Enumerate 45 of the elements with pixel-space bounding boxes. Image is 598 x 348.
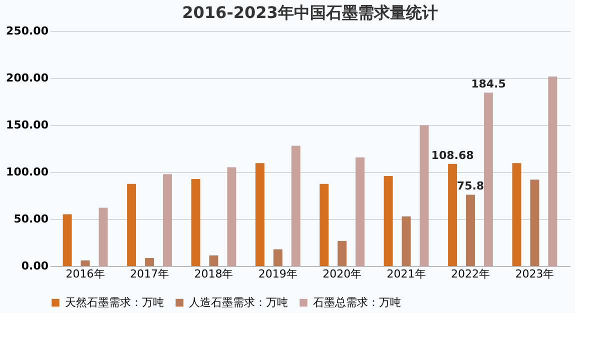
x-tick-label: 2021年: [386, 268, 426, 280]
bar: [466, 194, 475, 266]
y-tick-label: 250.00: [6, 24, 49, 38]
legend-label: 人造石墨需求：万吨: [189, 296, 288, 309]
data-label: 108.68: [431, 148, 474, 162]
bar: [227, 167, 236, 266]
bar: [273, 249, 282, 266]
data-label: 184.5: [471, 78, 506, 91]
bar: [420, 125, 429, 266]
bar: [384, 176, 393, 266]
y-tick-label: 150.00: [6, 118, 49, 132]
x-tick-label: 2023年: [515, 268, 554, 280]
bar: [191, 178, 200, 266]
y-tick-label: 0.00: [21, 260, 49, 272]
bar: [548, 76, 558, 266]
bar: [80, 260, 90, 266]
bar: [338, 240, 347, 266]
bar: [448, 164, 458, 266]
bar: [512, 163, 522, 266]
bar: [127, 184, 136, 266]
bar: [402, 216, 411, 266]
x-tick-label: 2016年: [66, 268, 105, 280]
bar: [484, 92, 493, 266]
bar: [255, 163, 264, 266]
y-tick-label: 100.00: [6, 166, 49, 178]
bar: [320, 184, 329, 266]
legend-label: 天然石墨需求：万吨: [65, 296, 164, 309]
y-tick-label: 50.00: [14, 212, 49, 226]
bar: [145, 258, 154, 266]
bar: [356, 157, 365, 266]
bar: [162, 174, 172, 266]
bar: [291, 146, 300, 266]
x-tick-label: 2020年: [322, 268, 362, 280]
x-tick-label: 2022年: [450, 268, 490, 280]
bar: [209, 255, 218, 266]
x-tick-label: 2019年: [258, 268, 298, 280]
x-tick-label: 2017年: [130, 268, 170, 280]
data-label: 75.8: [456, 180, 484, 193]
chart-title: 2016-2023年中国石墨需求量统计: [182, 3, 438, 22]
bar: [530, 180, 540, 266]
bar: [98, 208, 108, 266]
legend-label: 石墨总需求：万吨: [313, 296, 401, 309]
x-tick-label: 2018年: [194, 268, 234, 280]
bar: [62, 214, 72, 266]
y-tick-label: 200.00: [6, 72, 49, 84]
